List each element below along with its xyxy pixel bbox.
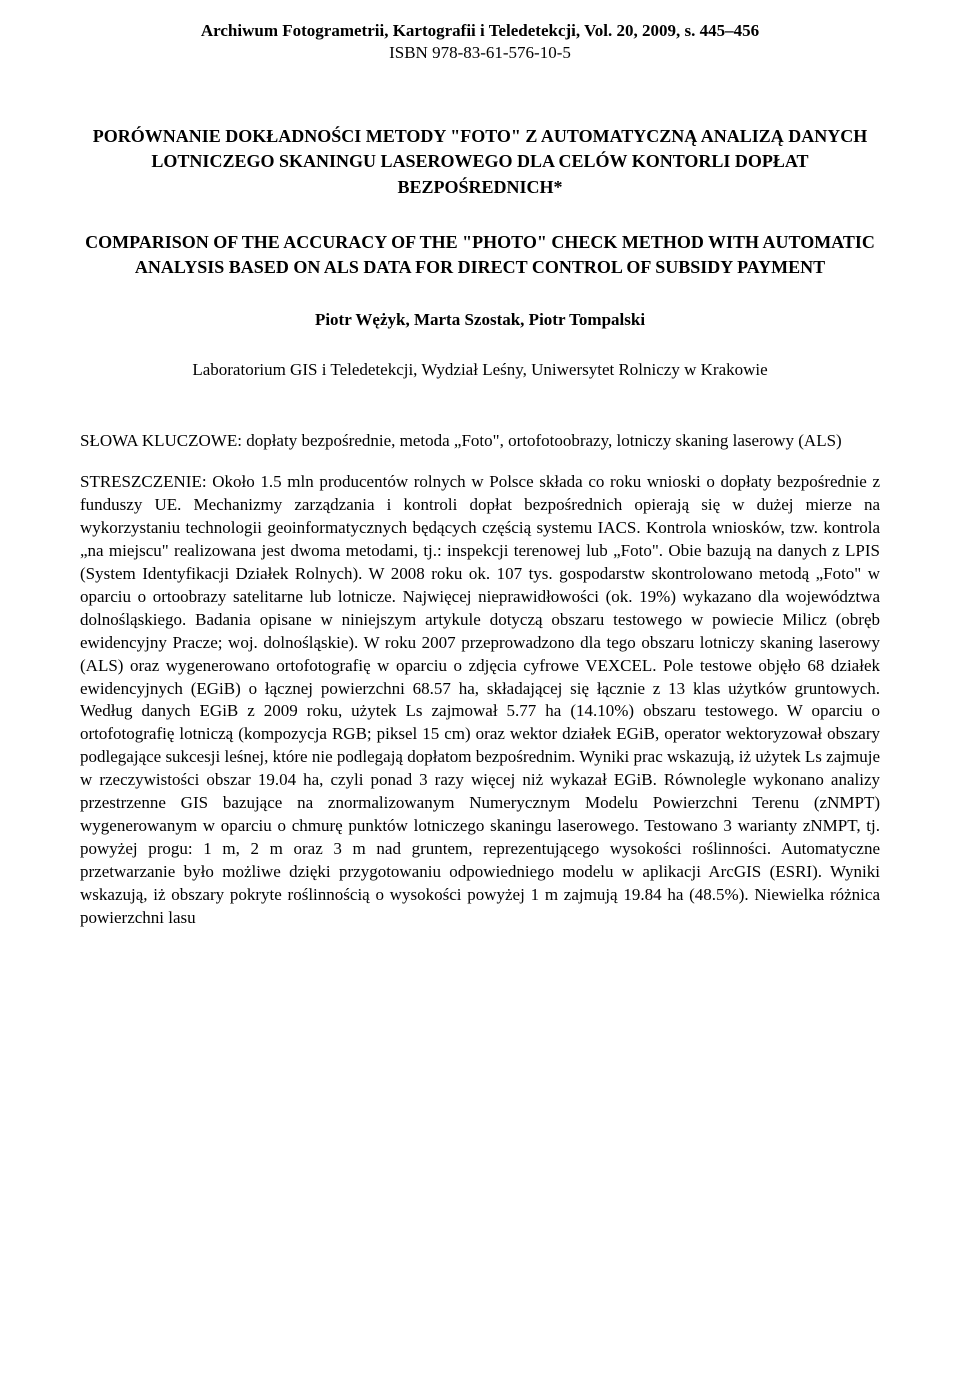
title-secondary: COMPARISON OF THE ACCURACY OF THE "PHOTO…: [80, 230, 880, 280]
keywords: SŁOWA KLUCZOWE: dopłaty bezpośrednie, me…: [80, 430, 880, 453]
affiliation: Laboratorium GIS i Teledetekcji, Wydział…: [80, 360, 880, 380]
title-primary: PORÓWNANIE DOKŁADNOŚCI METODY "FOTO" Z A…: [80, 124, 880, 200]
journal-header: Archiwum Fotogrametrii, Kartografii i Te…: [80, 20, 880, 42]
abstract: STRESZCZENIE: Około 1.5 mln producentów …: [80, 471, 880, 930]
authors: Piotr Wężyk, Marta Szostak, Piotr Tompal…: [80, 310, 880, 330]
isbn-line: ISBN 978-83-61-576-10-5: [80, 42, 880, 64]
